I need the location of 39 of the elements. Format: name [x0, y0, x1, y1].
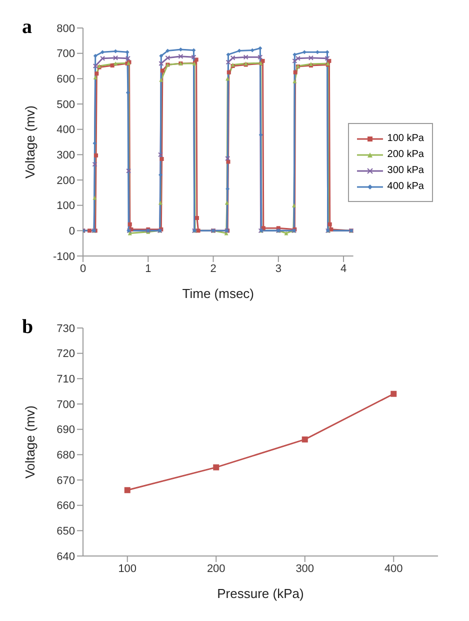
y-tick-label: 500: [56, 98, 75, 111]
y-tick-label: 0: [68, 226, 75, 238]
x-tick-label: 300: [296, 562, 314, 575]
y-tick-label: 100: [56, 200, 75, 212]
y-tick-label: -100: [52, 250, 75, 263]
y-tick-label: 600: [56, 74, 75, 86]
y-axis-title: Voltage (mv): [22, 406, 38, 478]
x-axis-title: Time (msec): [182, 286, 254, 301]
x-tick-label: 0: [80, 262, 86, 275]
y-axis-title: Voltage (mv): [22, 106, 38, 178]
y-tick-label: 660: [56, 500, 75, 512]
y-tick-label: 800: [56, 22, 75, 35]
y-tick-label: 700: [56, 398, 75, 411]
y-tick-label: 710: [56, 374, 75, 386]
legend-label: 300 kPa: [387, 165, 424, 176]
y-tick-label: 680: [56, 450, 75, 462]
legend-label: 100 kPa: [387, 133, 424, 144]
x-tick-label: 200: [206, 562, 226, 575]
y-tick-label: 730: [56, 322, 75, 335]
y-tick-label: 700: [56, 48, 75, 60]
y-tick-label: 400: [56, 124, 75, 136]
y-tick-label: 640: [56, 550, 75, 563]
x-tick-label: 2: [210, 262, 216, 275]
y-tick-label: 200: [56, 174, 75, 187]
y-tick-label: 720: [56, 348, 75, 360]
chart-title: a: [22, 16, 32, 39]
y-tick-label: 300: [56, 150, 75, 162]
x-tick-label: 3: [275, 262, 282, 275]
legend-label: 400 kPa: [387, 181, 424, 192]
y-tick-label: 690: [56, 424, 75, 436]
y-tick-label: 650: [56, 526, 75, 538]
x-tick-label: 100: [118, 562, 137, 575]
y-tick-label: 670: [56, 474, 75, 487]
x-tick-label: 1: [145, 262, 152, 275]
x-axis-title: Pressure (kPa): [217, 586, 304, 601]
x-tick-label: 4: [340, 262, 347, 275]
legend-label: 200 kPa: [387, 149, 424, 160]
chart-title: b: [22, 316, 34, 339]
x-tick-label: 400: [384, 562, 403, 575]
